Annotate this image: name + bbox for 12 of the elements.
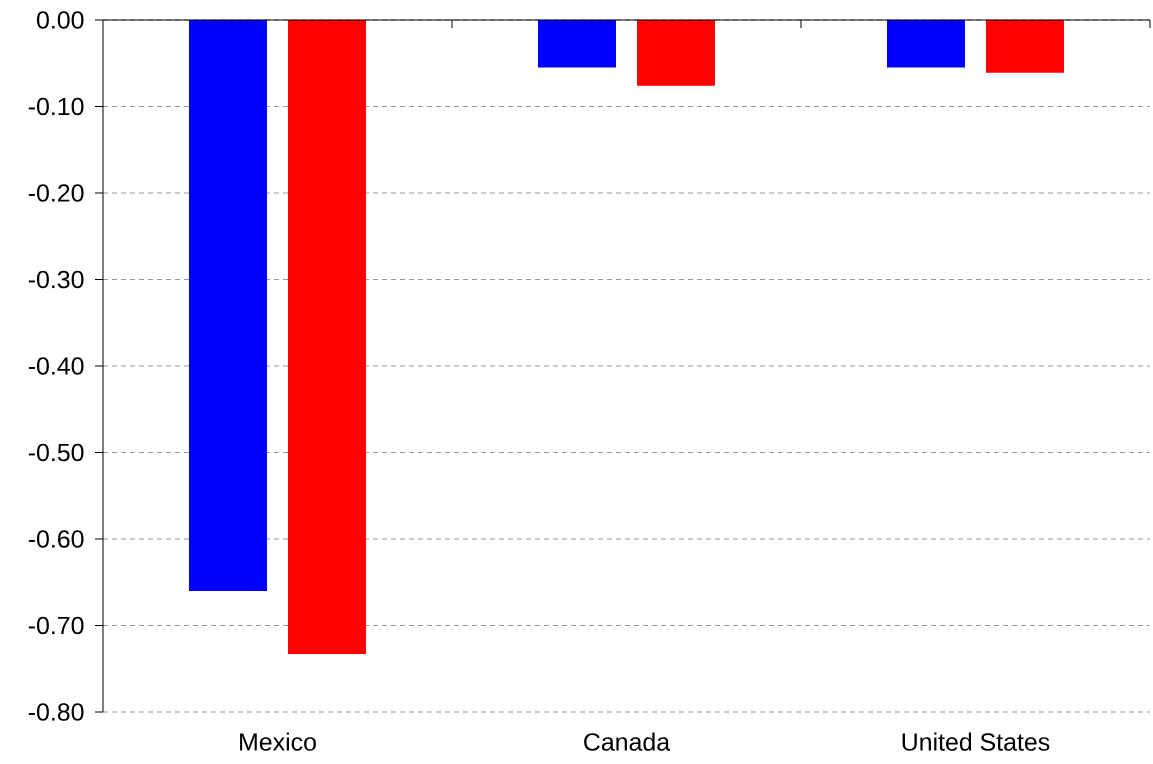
x-tick-label: Mexico xyxy=(240,732,316,751)
x-tick-label: United States xyxy=(902,732,1050,751)
y-tick-label: -0.80 xyxy=(28,703,84,721)
y-tick-label: -0.40 xyxy=(28,357,84,375)
y-tick-label: -0.50 xyxy=(28,443,84,462)
x-tick-label: Canada xyxy=(584,732,671,751)
y-tick-label: -0.20 xyxy=(28,184,84,202)
y-tick-label: -0.30 xyxy=(28,270,84,289)
y-tick-label: 0.00 xyxy=(36,11,84,29)
y-tick-label: -0.60 xyxy=(28,530,84,548)
y-tick-label: -0.70 xyxy=(28,616,84,635)
y-tick-label: -0.10 xyxy=(28,97,84,116)
